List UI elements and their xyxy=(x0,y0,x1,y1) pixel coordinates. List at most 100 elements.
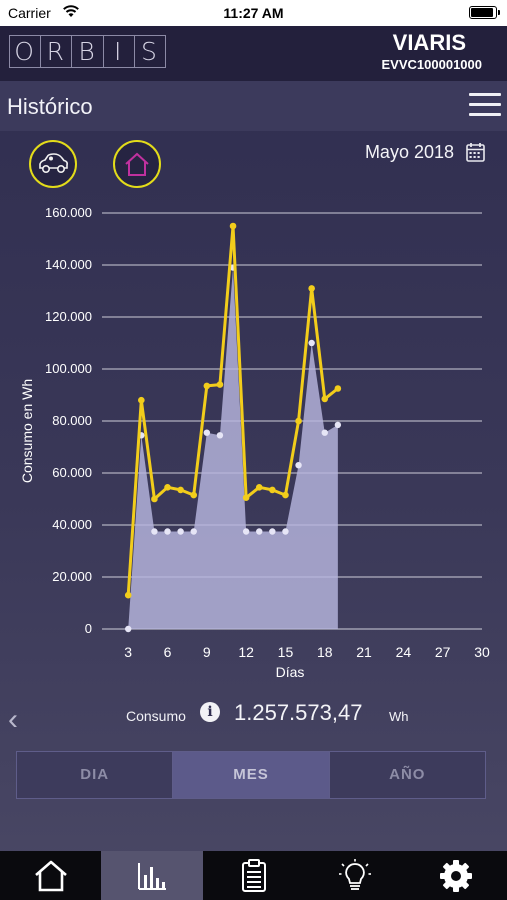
car-filter-button[interactable] xyxy=(29,140,77,188)
line-series-point xyxy=(321,395,329,403)
device-id: EVVC100001000 xyxy=(381,57,482,72)
area-series-point xyxy=(282,528,289,535)
y-tick-label: 100.000 xyxy=(45,361,92,376)
y-tick-label: 120.000 xyxy=(45,309,92,324)
clock: 11:27 AM xyxy=(223,5,284,21)
period-tabs: DIA MES AÑO xyxy=(16,751,486,799)
logo-letter: O xyxy=(14,37,36,66)
x-tick-label: 12 xyxy=(238,644,254,660)
nav-tips[interactable] xyxy=(304,851,405,900)
area-series-point xyxy=(321,429,328,436)
line-series-point xyxy=(334,385,342,392)
page-title: Histórico xyxy=(7,94,93,119)
battery-icon xyxy=(469,6,500,19)
lightbulb-icon xyxy=(338,858,371,890)
y-axis-label: Consumo en Wh xyxy=(19,379,35,483)
x-tick-label: 3 xyxy=(124,644,132,660)
tab-mes[interactable]: MES xyxy=(172,752,329,798)
line-series-point xyxy=(216,381,224,388)
orbis-logo: O R B I S xyxy=(9,35,166,68)
line-series-point xyxy=(151,495,158,503)
x-tick-label: 18 xyxy=(317,644,333,660)
x-tick-label: 27 xyxy=(435,644,451,660)
home-icon xyxy=(125,152,149,176)
area-series-point xyxy=(151,528,158,535)
device-name: VIARIS xyxy=(392,30,466,55)
area-series-point xyxy=(164,528,171,535)
bottom-nav xyxy=(0,851,507,900)
wifi-icon xyxy=(63,5,79,17)
line-series-point xyxy=(229,222,237,230)
bar-chart-icon xyxy=(138,862,167,890)
x-tick-label: 24 xyxy=(396,644,412,660)
x-axis-label: Días xyxy=(276,664,305,680)
area-series-point xyxy=(295,462,302,469)
logo-letter: I xyxy=(102,36,134,67)
x-tick-label: 9 xyxy=(203,644,211,660)
consumption-chart: 0 20.000 40.000 60.000 80.000 100.000 120.000 1… xyxy=(0,195,507,695)
line-series-point xyxy=(308,285,315,292)
home-filter-button[interactable] xyxy=(113,140,161,188)
area-series-point xyxy=(334,421,342,429)
y-tick-label: 20.000 xyxy=(52,569,92,584)
x-tick-label: 15 xyxy=(278,644,294,660)
consumo-label: Consumo xyxy=(126,708,186,724)
clipboard-icon xyxy=(241,858,266,892)
logo-letter: B xyxy=(71,36,102,67)
gear-icon xyxy=(440,859,473,892)
area-series-point xyxy=(216,432,224,439)
nav-reports[interactable] xyxy=(203,851,304,900)
y-tick-label: 0 xyxy=(85,621,92,636)
x-tick-label: 21 xyxy=(356,644,372,660)
status-bar: Carrier 11:27 AM xyxy=(0,0,507,26)
area-series-point xyxy=(190,528,197,535)
home-icon xyxy=(34,860,67,891)
line-series-point xyxy=(190,491,198,499)
summary-row: ‹ Consumo i 1.257.573,47 Wh xyxy=(0,698,507,736)
y-tick-label: 80.000 xyxy=(52,413,92,428)
area-series-point xyxy=(269,528,276,535)
y-tick-label: 140.000 xyxy=(45,257,92,272)
car-icon xyxy=(39,153,68,174)
hamburger-menu-icon[interactable] xyxy=(469,91,501,119)
area-series-fill xyxy=(128,267,338,629)
title-bar: Histórico xyxy=(0,81,507,131)
consumption-chart-svg: 0 20.000 40.000 60.000 80.000 100.000 120.000 1… xyxy=(19,205,490,680)
x-tick-label: 6 xyxy=(164,644,172,660)
y-tick-label: 60.000 xyxy=(52,465,92,480)
chevron-left-icon[interactable]: ‹ xyxy=(8,703,18,736)
tab-dia[interactable]: DIA xyxy=(17,752,173,798)
line-series-point xyxy=(269,486,276,494)
line-series-point xyxy=(295,417,302,425)
area-series-point xyxy=(308,339,315,347)
line-series-point xyxy=(164,484,171,491)
tab-ano[interactable]: AÑO xyxy=(328,752,485,798)
nav-settings[interactable] xyxy=(406,851,507,900)
info-icon[interactable]: i xyxy=(200,702,220,722)
logo-letter: R xyxy=(40,36,71,67)
area-series-point xyxy=(177,528,184,535)
logo-letter: S xyxy=(133,36,165,67)
x-tick-label: 30 xyxy=(474,644,490,660)
line-series-point xyxy=(242,494,250,502)
line-series-point xyxy=(203,382,211,390)
nav-history[interactable] xyxy=(101,851,203,900)
nav-home[interactable] xyxy=(0,851,101,900)
consumo-unit: Wh xyxy=(389,709,409,724)
area-series-point xyxy=(242,528,250,535)
calendar-icon[interactable] xyxy=(466,142,485,162)
area-series-point xyxy=(203,429,211,436)
consumo-value: 1.257.573,47 xyxy=(234,700,363,725)
line-series-point xyxy=(177,486,184,494)
brand-bar: O R B I S VIARIS EVVC100001000 xyxy=(0,26,507,81)
line-series-point xyxy=(255,484,263,491)
y-tick-label: 160.000 xyxy=(45,205,92,220)
carrier-label: Carrier xyxy=(8,5,51,21)
line-series-point xyxy=(124,591,132,599)
area-series-point xyxy=(256,528,263,535)
line-series-point xyxy=(138,396,145,404)
y-tick-label: 40.000 xyxy=(52,517,92,532)
period-label[interactable]: Mayo 2018 xyxy=(364,142,454,162)
area-series-point xyxy=(125,625,132,633)
line-series-point xyxy=(282,491,289,499)
